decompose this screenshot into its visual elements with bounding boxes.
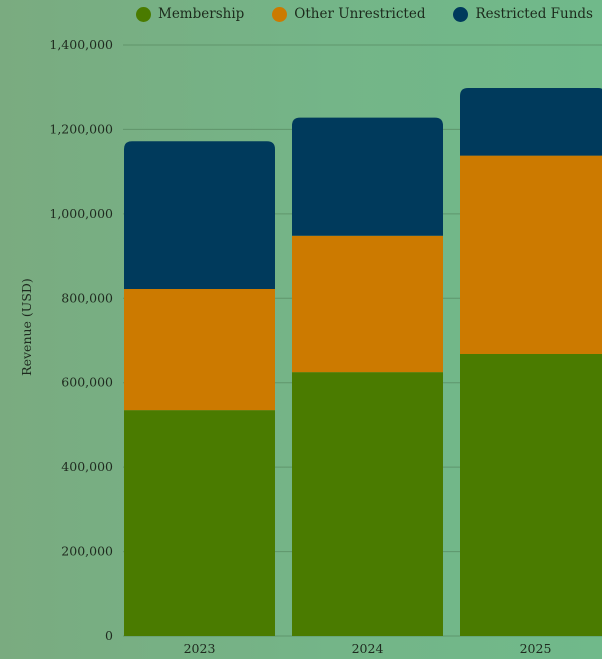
chart-legend: Membership Other Unrestricted Restricted… [136,6,593,22]
bar-segment-other-unrestricted-2023[interactable] [124,288,275,411]
x-tick-label: 2025 [520,641,552,656]
bar-segment-other-unrestricted-2024[interactable] [292,235,443,373]
legend-label-restricted-funds: Restricted Funds [475,6,593,22]
y-tick-label: 1,200,000 [49,121,113,136]
bar-segment-restricted-funds-2025[interactable] [460,88,602,156]
legend-label-membership: Membership [158,6,245,22]
y-tick-label: 600,000 [61,375,113,390]
y-axis-ticks: 0 200,000 400,000 600,000 800,000 1,000,000 1,… [49,37,113,643]
y-tick-label: 800,000 [61,290,113,305]
y-tick-label: 1,400,000 [49,37,113,52]
x-tick-label: 2024 [352,641,384,656]
legend-label-other-unrestricted: Other Unrestricted [294,6,426,22]
bar-segment-membership-2025[interactable] [460,354,602,636]
x-axis-ticks: 2023 2024 2025 [184,641,552,656]
bar-segment-restricted-funds-2023[interactable] [124,141,275,289]
legend-swatch-membership [136,6,151,22]
y-axis-title: Revenue (USD) [19,278,34,376]
y-tick-label: 1,000,000 [49,206,113,221]
legend-item-membership[interactable]: Membership [136,6,244,22]
bar-segment-other-unrestricted-2025[interactable] [460,155,602,355]
legend-item-restricted-funds[interactable]: Restricted Funds [453,6,593,22]
bar-segment-restricted-funds-2024[interactable] [292,117,443,236]
bar-segment-membership-2023[interactable] [124,410,275,636]
y-tick-label: 0 [105,628,113,643]
bars-group [124,88,602,636]
y-tick-label: 200,000 [61,544,113,559]
y-tick-label: 400,000 [61,459,113,474]
legend-swatch-restricted-funds [453,6,469,22]
x-tick-label: 2023 [184,641,216,656]
legend-item-other-unrestricted[interactable]: Other Unrestricted [272,6,425,22]
legend-swatch-other-unrestricted [272,6,288,22]
bar-segment-membership-2024[interactable] [292,372,443,636]
